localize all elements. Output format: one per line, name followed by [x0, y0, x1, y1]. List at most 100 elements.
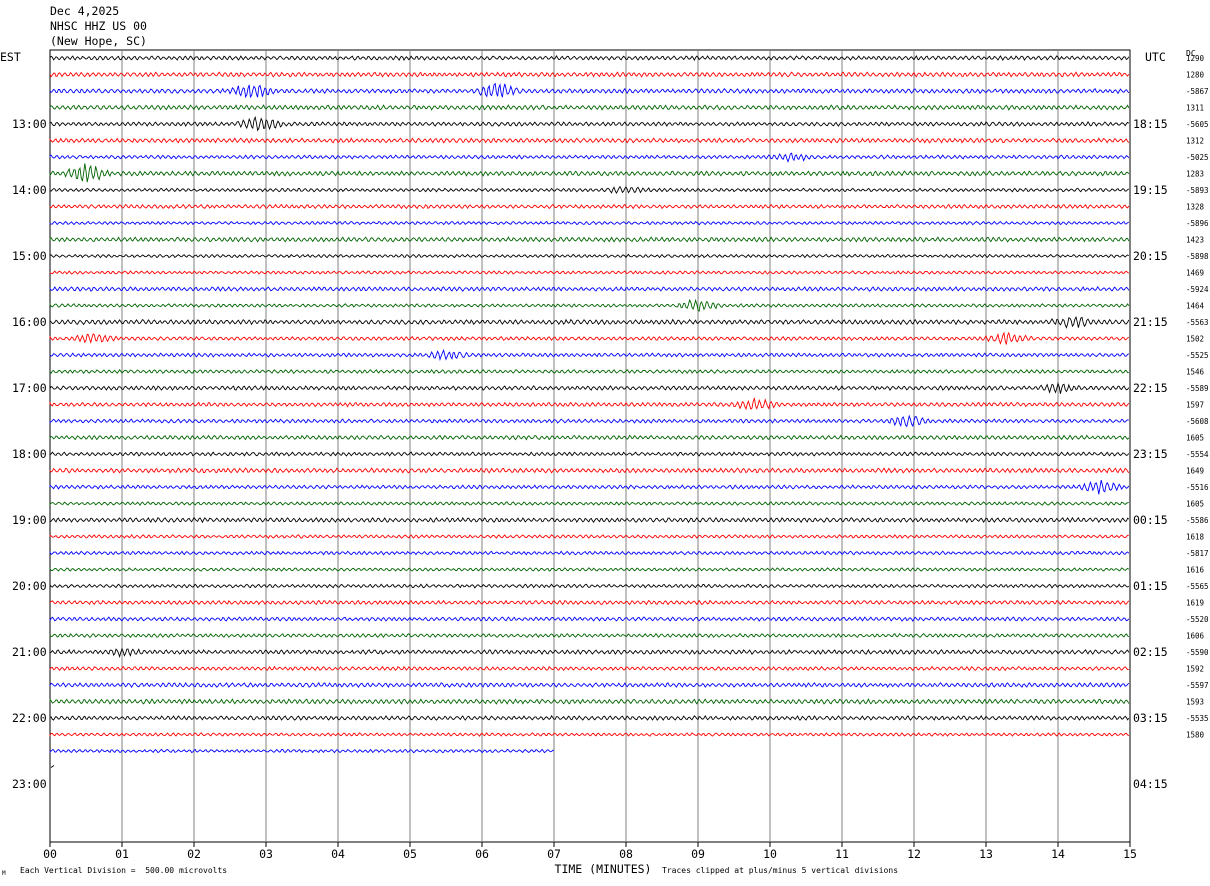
- dc-offset-label: 1502: [1186, 335, 1204, 344]
- seismic-trace: [49, 501, 1129, 507]
- x-tick-label: 09: [691, 847, 705, 861]
- x-tick-label: 03: [259, 847, 273, 861]
- dc-offset-label: 1469: [1186, 269, 1204, 278]
- seismic-trace: [49, 397, 1130, 411]
- x-tick-label: 06: [475, 847, 489, 861]
- station-code: NHSC HHZ US 00: [50, 19, 147, 33]
- est-time-label: 15:00: [12, 249, 47, 263]
- seismic-trace: [49, 152, 1130, 163]
- seismic-trace: [49, 185, 1130, 195]
- seismic-trace: [49, 632, 1130, 639]
- dc-offset-label: -5563: [1186, 318, 1209, 327]
- dc-offset-label: -5590: [1186, 648, 1209, 657]
- utc-time-label: 18:15: [1133, 117, 1168, 131]
- seismic-trace: [49, 236, 1130, 243]
- est-time-label: 18:00: [12, 447, 47, 461]
- seismic-trace: [49, 681, 1130, 689]
- x-tick-label: 10: [763, 847, 777, 861]
- utc-time-label: 04:15: [1133, 777, 1168, 791]
- trace-start-mark: [50, 765, 55, 768]
- seismic-trace: [49, 698, 1130, 705]
- dc-offset-label: 1312: [1186, 137, 1204, 146]
- dc-offset-label: -5525: [1186, 351, 1209, 360]
- utc-time-label: 02:15: [1133, 645, 1168, 659]
- seismic-trace: [49, 414, 1129, 428]
- utc-time-label: 23:15: [1133, 447, 1168, 461]
- dc-offset-label: 1328: [1186, 203, 1205, 212]
- x-tick-label: 04: [331, 847, 345, 861]
- dc-offset-label: -5893: [1186, 186, 1209, 195]
- utc-time-label: 22:15: [1133, 381, 1168, 395]
- est-time-label: 19:00: [12, 513, 47, 527]
- dc-offset-label: 1592: [1186, 665, 1204, 674]
- dc-offset-label: -5597: [1186, 681, 1209, 690]
- dc-offset-label: -5520: [1186, 615, 1209, 624]
- seismic-trace: [49, 331, 1130, 345]
- est-time-label: 22:00: [12, 711, 47, 725]
- seismic-trace: [49, 220, 1130, 226]
- seismic-trace: [49, 71, 1130, 78]
- est-time-label: 14:00: [12, 183, 47, 197]
- utc-time-label: 19:15: [1133, 183, 1168, 197]
- seismic-trace: [49, 203, 1130, 210]
- seismic-trace: [49, 467, 1130, 474]
- dc-offset-label: -5605: [1186, 120, 1209, 129]
- header: Dec 4,2025 NHSC HHZ US 00 (New Hope, SC): [50, 4, 147, 49]
- dc-offset-label: 1619: [1186, 599, 1204, 608]
- seismic-trace: [49, 550, 1130, 556]
- utc-time-label: 01:15: [1133, 579, 1168, 593]
- est-time-label: 13:00: [12, 117, 47, 131]
- dc-offset-label: -5516: [1186, 483, 1209, 492]
- utc-time-label: 00:15: [1133, 513, 1168, 527]
- dc-offset-label: -5535: [1186, 714, 1209, 723]
- seismic-trace: [49, 137, 1130, 144]
- x-axis-label: TIME (MINUTES): [555, 862, 652, 876]
- est-time-label: 21:00: [12, 645, 47, 659]
- x-tick-label: 08: [619, 847, 633, 861]
- seismic-trace: [49, 286, 1130, 292]
- dc-offset-label: 1606: [1186, 632, 1205, 641]
- dc-offset-label: 1580: [1186, 731, 1205, 740]
- est-time-label: 23:00: [12, 777, 47, 791]
- seismic-trace: [49, 381, 1130, 394]
- corner-mark: M: [2, 870, 6, 877]
- dc-offset-label: 1618: [1186, 533, 1205, 542]
- dc-offset-label: -5924: [1186, 285, 1209, 294]
- seismic-trace: [49, 298, 1130, 313]
- seismic-trace: [49, 583, 1130, 589]
- dc-offset-label: -5608: [1186, 417, 1209, 426]
- dc-offset-label: -5586: [1186, 516, 1209, 525]
- seismic-trace: [49, 479, 1130, 495]
- utc-label: UTC: [1145, 50, 1166, 64]
- x-tick-label: 02: [187, 847, 201, 861]
- dc-label: DC: [1186, 49, 1196, 58]
- x-tick-label: 05: [403, 847, 417, 861]
- station-location: (New Hope, SC): [50, 34, 147, 48]
- x-tick-label: 11: [835, 847, 849, 861]
- dc-offset-label: 1605: [1186, 434, 1204, 443]
- seismic-trace: [49, 599, 1130, 606]
- x-tick-label: 15: [1123, 847, 1137, 861]
- seismic-trace: [49, 533, 1129, 539]
- dc-offset-label: -5898: [1186, 252, 1209, 261]
- seismic-trace: [49, 115, 1130, 132]
- x-tick-label: 14: [1051, 847, 1065, 861]
- est-label: EST: [0, 50, 21, 64]
- x-tick-label: 07: [547, 847, 561, 861]
- dc-offset-label: 1464: [1186, 302, 1205, 311]
- seismic-trace: [49, 368, 1129, 375]
- seismic-trace: [49, 253, 1130, 259]
- dc-offset-label: 1290: [1186, 54, 1205, 63]
- dc-offset-label: -5565: [1186, 582, 1209, 591]
- dc-offset-label: 1593: [1186, 698, 1204, 707]
- seismic-trace: [49, 348, 1130, 362]
- clip-note: Traces clipped at plus/minus 5 vertical …: [662, 866, 899, 875]
- seismic-trace: [49, 567, 1130, 572]
- x-tick-label: 01: [115, 847, 129, 861]
- dc-offset-label: 1311: [1186, 104, 1204, 113]
- dc-offset-label: 1616: [1186, 566, 1205, 575]
- dc-offset-label: 1546: [1186, 368, 1205, 377]
- scale-note: Each Vertical Division = 500.00 microvol…: [20, 866, 228, 875]
- est-time-label: 20:00: [12, 579, 47, 593]
